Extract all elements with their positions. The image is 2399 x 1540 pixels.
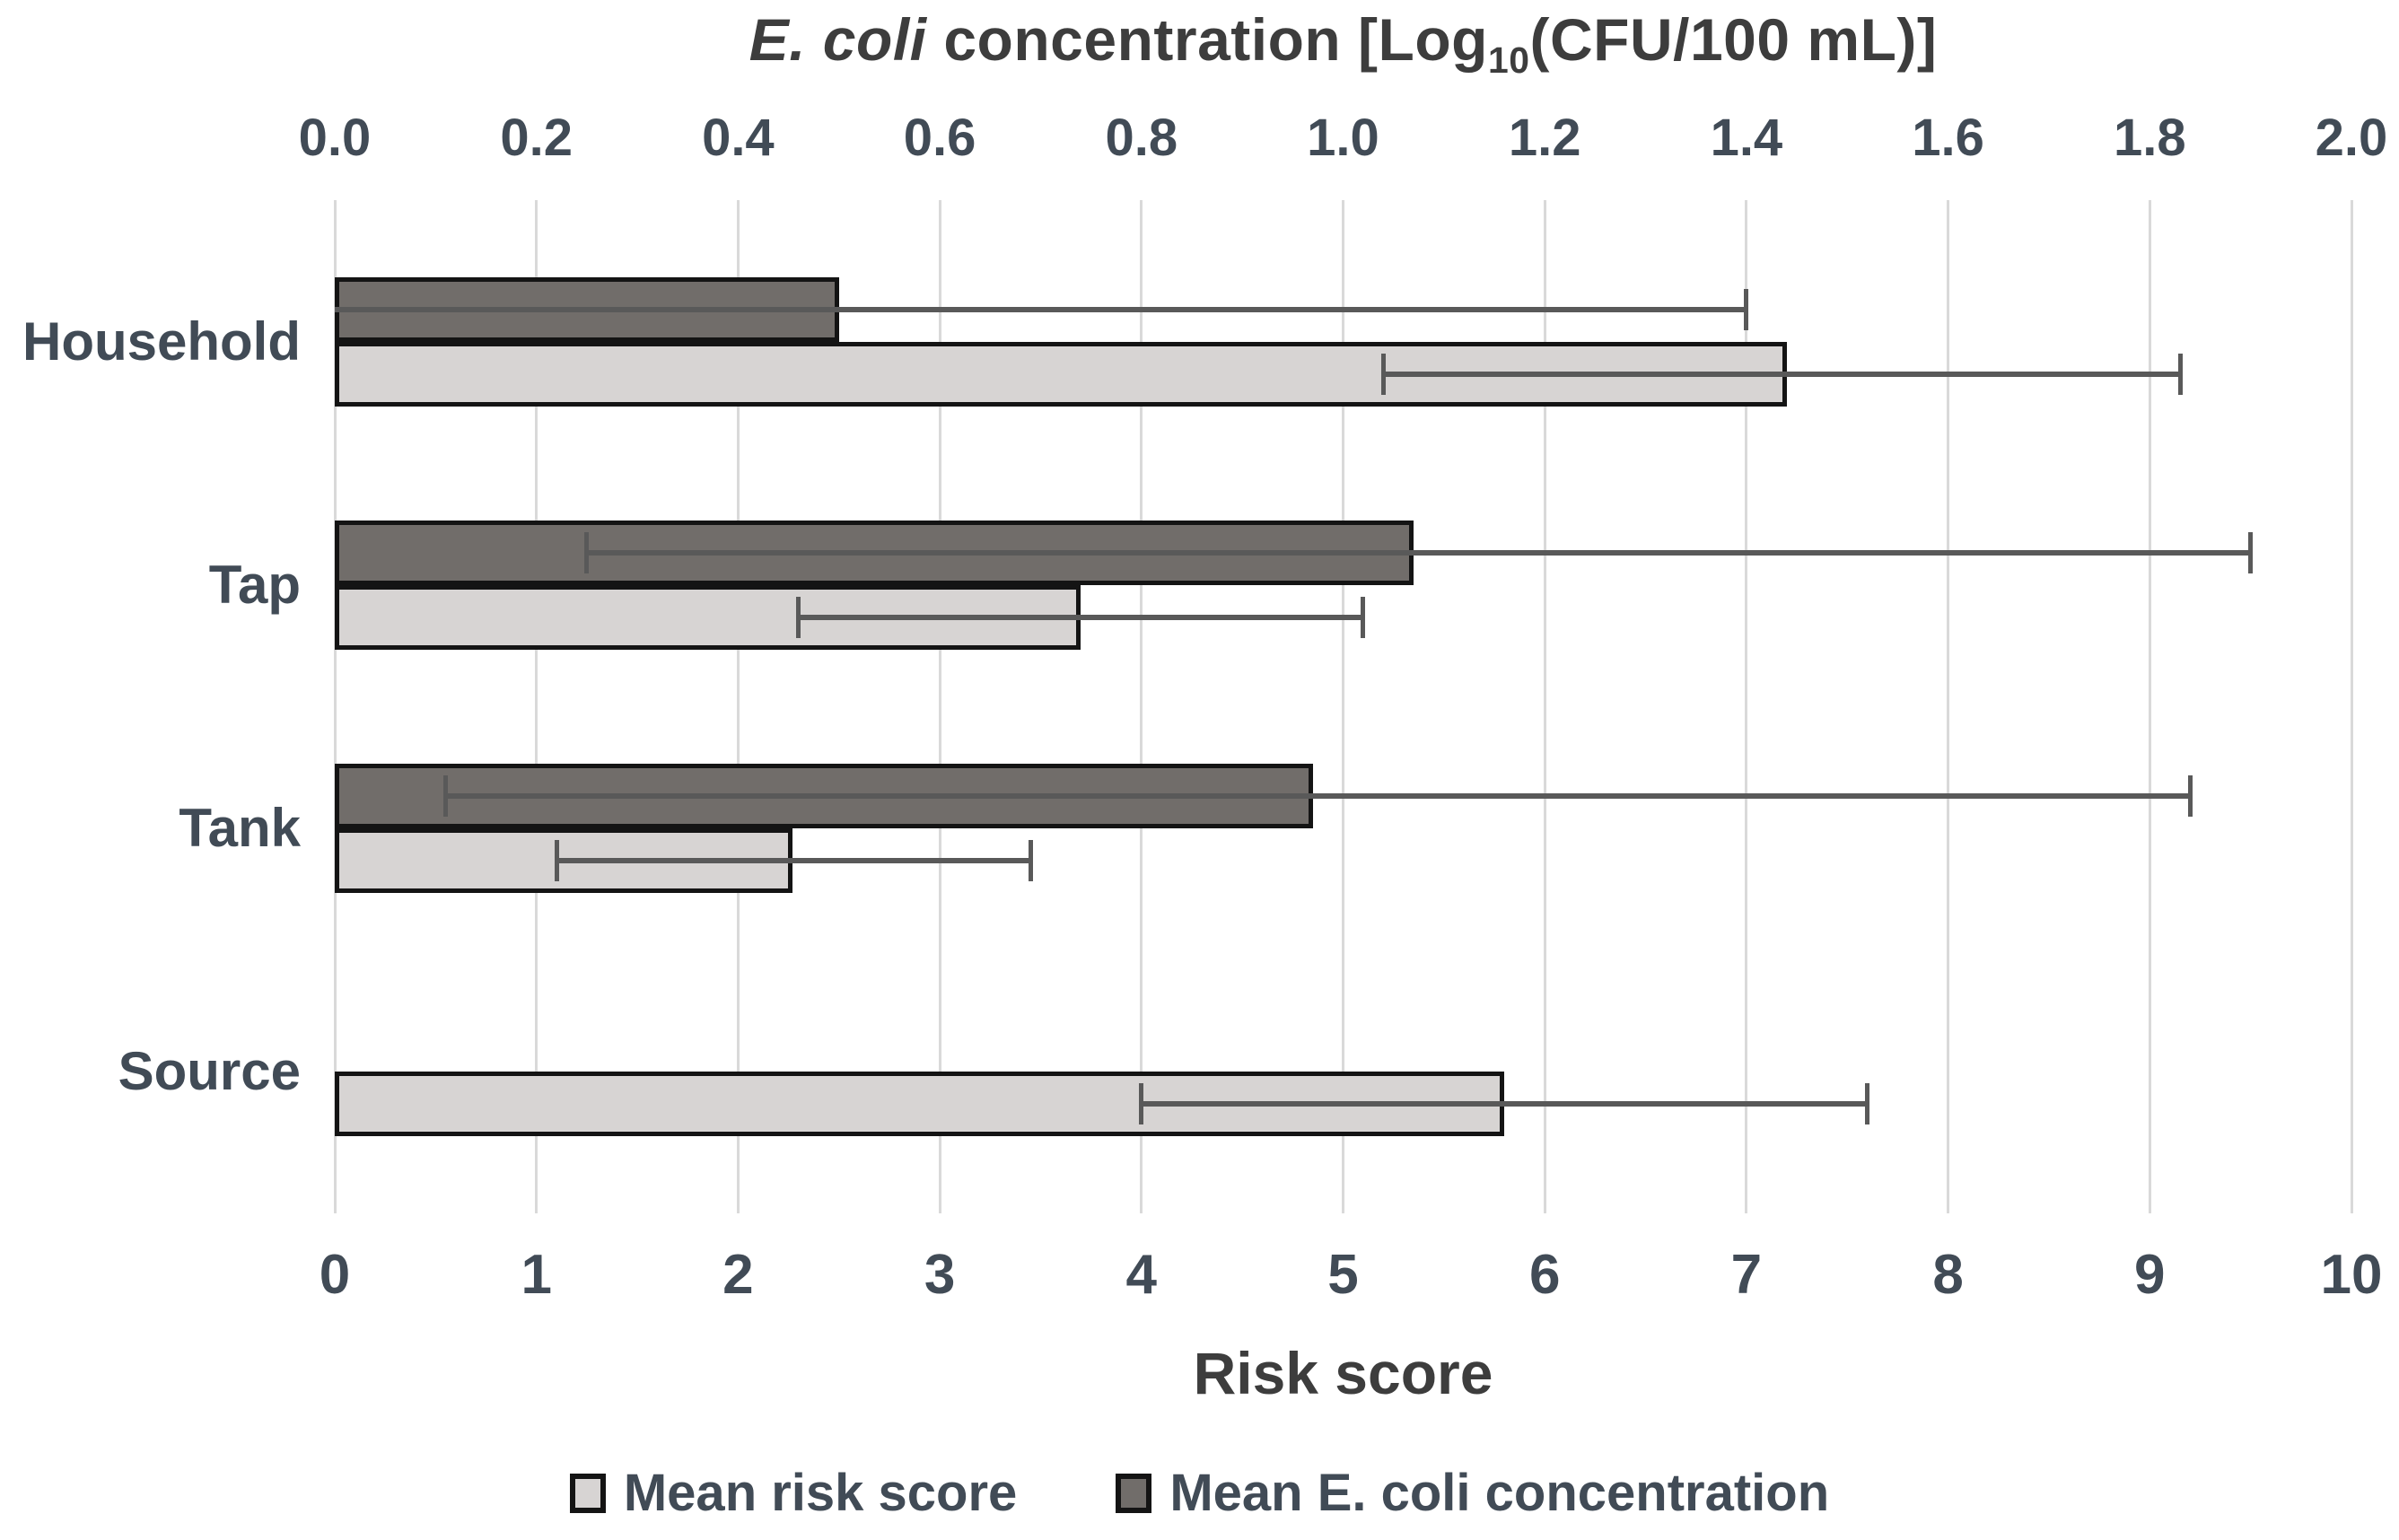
error-bar-mean-risk-score-household xyxy=(1383,371,2180,377)
error-cap-low-mean-risk-score-household xyxy=(1380,353,1386,395)
bottom-axis-tick-3: 3 xyxy=(924,1244,956,1306)
bottom-axis-tick-8: 8 xyxy=(1932,1244,1964,1306)
error-cap-high-mean-risk-score-tank xyxy=(1028,840,1033,882)
top-axis-tick-0.4: 0.4 xyxy=(702,109,775,167)
top-axis-tick-0.6: 0.6 xyxy=(903,109,976,167)
top-axis-title-tail: (CFU/100 mL)] xyxy=(1529,6,1938,73)
gridline-6 xyxy=(1543,200,1546,1213)
gridline-4 xyxy=(1140,200,1143,1213)
bottom-axis-tick-10: 10 xyxy=(2320,1244,2383,1306)
top-axis-tick-0.2: 0.2 xyxy=(500,109,573,167)
error-cap-low-mean-risk-score-tank xyxy=(554,840,559,882)
gridline-9 xyxy=(2148,200,2151,1213)
legend-label-risk-score: Mean risk score xyxy=(623,1464,1018,1522)
gridline-7 xyxy=(1745,200,1748,1213)
error-bar-mean-risk-score-source xyxy=(1141,1101,1868,1107)
error-bar-mean-e-coli-concentration-tap xyxy=(586,549,2251,556)
category-label-household: Household xyxy=(22,311,301,372)
error-cap-high-mean-e-coli-concentration-tap xyxy=(2248,531,2254,573)
top-axis-tick-1.0: 1.0 xyxy=(1307,109,1379,167)
error-cap-low-mean-e-coli-concentration-tank xyxy=(443,775,449,818)
bottom-axis-tick-5: 5 xyxy=(1327,1244,1359,1306)
gridline-8 xyxy=(1947,200,1950,1213)
bottom-axis-tick-6: 6 xyxy=(1528,1244,1561,1306)
bottom-axis-tick-7: 7 xyxy=(1730,1244,1763,1306)
category-label-tank: Tank xyxy=(179,798,301,859)
top-axis-title: E. coli concentration [Log10(CFU/100 mL)… xyxy=(335,5,2351,82)
top-axis-tick-1.6: 1.6 xyxy=(1912,109,1984,167)
legend-swatch-risk-score xyxy=(569,1473,606,1513)
error-cap-low-mean-risk-score-tap xyxy=(796,596,801,638)
bottom-axis-tick-4: 4 xyxy=(1125,1244,1158,1306)
legend-item-mean-risk-score: Mean risk score xyxy=(569,1463,1018,1523)
top-axis-tick-0.0: 0.0 xyxy=(298,109,372,167)
legend-item-mean-ecoli-concentration: Mean E. coli concentration xyxy=(1116,1463,1829,1523)
top-axis-title-subscript: 10 xyxy=(1487,39,1530,82)
error-cap-high-mean-e-coli-concentration-tank xyxy=(2187,775,2193,818)
error-bar-mean-risk-score-tank xyxy=(556,858,1031,864)
top-axis-tick-1.2: 1.2 xyxy=(1508,109,1581,167)
top-axis-tick-1.4: 1.4 xyxy=(1710,109,1783,167)
error-bar-mean-e-coli-concentration-household xyxy=(335,306,1747,312)
gridline-1 xyxy=(535,200,538,1213)
bottom-axis-tick-0: 0 xyxy=(319,1244,351,1306)
top-axis-tick-0.8: 0.8 xyxy=(1105,109,1178,167)
error-cap-high-mean-risk-score-source xyxy=(1865,1083,1870,1125)
legend-swatch-ecoli-concentration xyxy=(1116,1473,1152,1513)
gridline-5 xyxy=(1342,200,1344,1213)
bottom-axis-tick-2: 2 xyxy=(722,1244,754,1306)
top-axis-title-mid: concentration [Log xyxy=(926,6,1488,73)
top-axis-title-species: E. coli xyxy=(749,6,927,73)
legend-label-ecoli-concentration: Mean E. coli concentration xyxy=(1169,1464,1830,1522)
top-axis-tick-2.0: 2.0 xyxy=(2315,109,2388,167)
gridline-10 xyxy=(2350,200,2353,1213)
bottom-axis-title: Risk score xyxy=(1193,1340,1493,1406)
category-label-tap: Tap xyxy=(208,554,301,615)
gridline-2 xyxy=(736,200,740,1213)
plot-area xyxy=(333,200,2353,1213)
error-bar-mean-e-coli-concentration-tank xyxy=(445,793,2191,800)
error-cap-high-mean-risk-score-household xyxy=(2177,353,2183,395)
error-cap-high-mean-risk-score-tap xyxy=(1361,596,1366,638)
bottom-axis-tick-1: 1 xyxy=(521,1244,552,1306)
error-cap-low-mean-e-coli-concentration-tap xyxy=(584,531,590,573)
legend: Mean risk score Mean E. coli concentrati… xyxy=(0,1463,2399,1523)
top-axis-tick-1.8: 1.8 xyxy=(2113,109,2186,167)
gridline-0 xyxy=(333,200,337,1213)
category-label-source: Source xyxy=(118,1041,301,1102)
error-cap-high-mean-e-coli-concentration-household xyxy=(1744,288,1749,330)
error-cap-low-mean-risk-score-source xyxy=(1139,1083,1144,1125)
gridline-3 xyxy=(938,200,941,1213)
bottom-axis-tick-9: 9 xyxy=(2134,1244,2166,1306)
error-bar-mean-risk-score-tap xyxy=(798,614,1363,620)
